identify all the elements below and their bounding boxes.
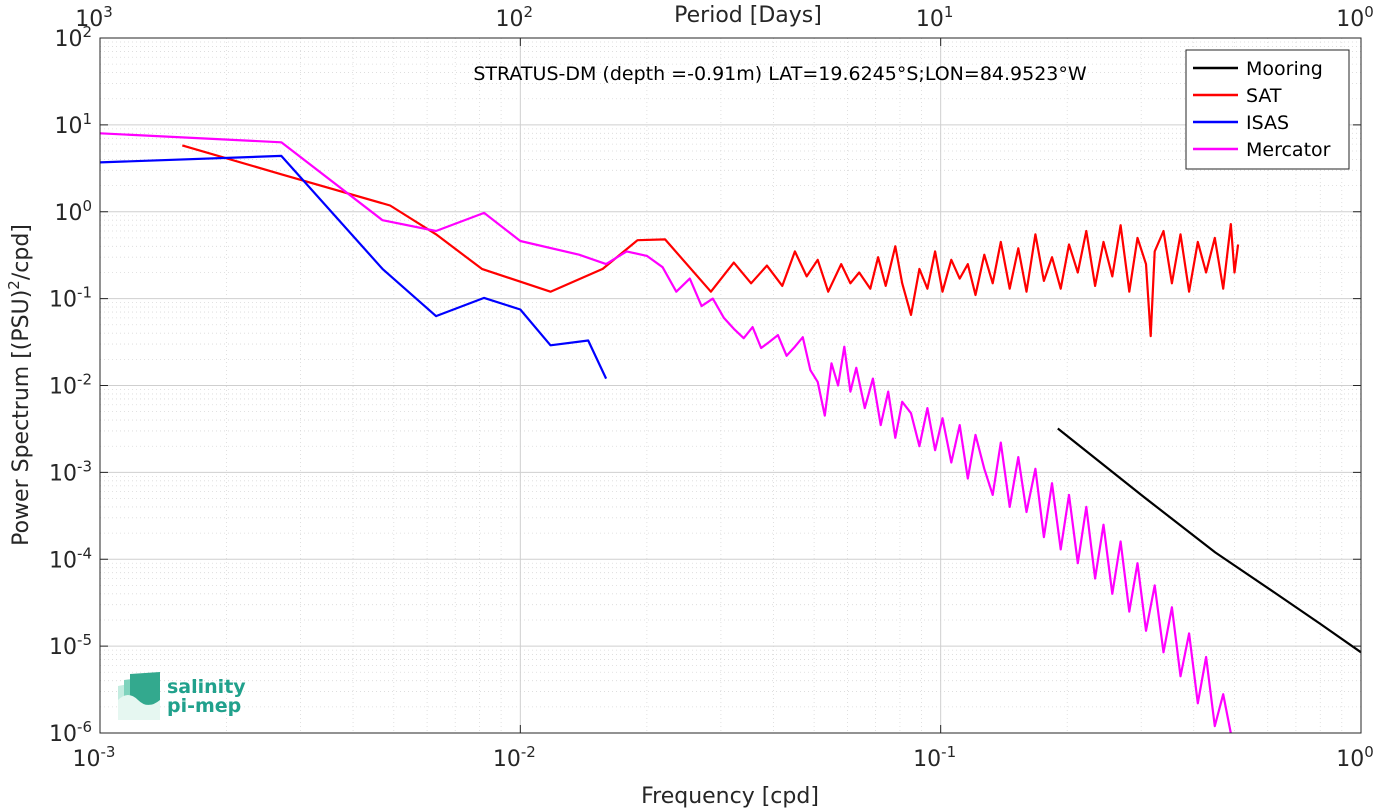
legend: Mooring SAT ISAS Mercator: [1185, 49, 1350, 170]
x-tick-label: 10-3: [73, 743, 116, 772]
series-line-isas: [99, 154, 608, 380]
y-tick-label: 101: [54, 110, 92, 139]
x-tick-label: 100: [1336, 743, 1374, 772]
logo-text-pi-mep: pi-mep: [167, 695, 241, 717]
legend-label-mercator: Mercator: [1246, 139, 1331, 161]
logo-text-salinity: salinity: [167, 676, 246, 698]
top-tick-label: 102: [496, 3, 534, 32]
top-tick-label: 100: [1336, 3, 1374, 32]
x-tick-labels: 10-3 10-2 10-1 100: [73, 743, 1374, 772]
y-tick-label: 100: [54, 197, 92, 226]
series-line-sat: [181, 144, 1240, 338]
y-tick-label: 10-1: [49, 284, 92, 313]
legend-label-mooring: Mooring: [1246, 58, 1323, 80]
chart-title: STRATUS-DM (depth =-0.91m) LAT=19.6245°S…: [473, 63, 1087, 85]
y-tick-label: 10-6: [49, 718, 92, 747]
series-line-mooring: [1057, 427, 1362, 654]
y-tick-labels: 102 101 100 10-1 10-2 10-3 10-4 10-5 10-6: [49, 23, 92, 747]
y-tick-label: 10-3: [49, 457, 92, 486]
y-tick-label: 102: [54, 23, 92, 52]
salinity-pi-mep-logo: salinity pi-mep: [118, 672, 246, 720]
series-line-mercator: [99, 132, 1232, 734]
ticks-layer: [99, 37, 1362, 734]
y-axis-label: Power Spectrum [(PSU)2/cpd]: [5, 224, 34, 546]
legend-items: Mooring SAT ISAS Mercator: [1193, 58, 1331, 161]
top-tick-label: 103: [75, 3, 113, 32]
x-tick-label: 10-1: [913, 743, 956, 772]
legend-label-sat: SAT: [1246, 85, 1282, 107]
x-tick-label: 10-2: [493, 743, 536, 772]
y-tick-label: 10-4: [49, 544, 92, 573]
top-tick-label: 101: [916, 3, 954, 32]
series-layer: [99, 132, 1362, 734]
logo-waves-icon: [118, 672, 160, 720]
top-tick-labels: 103 102 101 100: [75, 3, 1374, 32]
y-tick-label: 10-5: [49, 631, 92, 660]
top-axis-label: Period [Days]: [674, 3, 822, 28]
x-axis-label: Frequency [cpd]: [641, 784, 819, 809]
legend-label-isas: ISAS: [1246, 112, 1289, 134]
y-tick-label: 10-2: [49, 371, 92, 400]
